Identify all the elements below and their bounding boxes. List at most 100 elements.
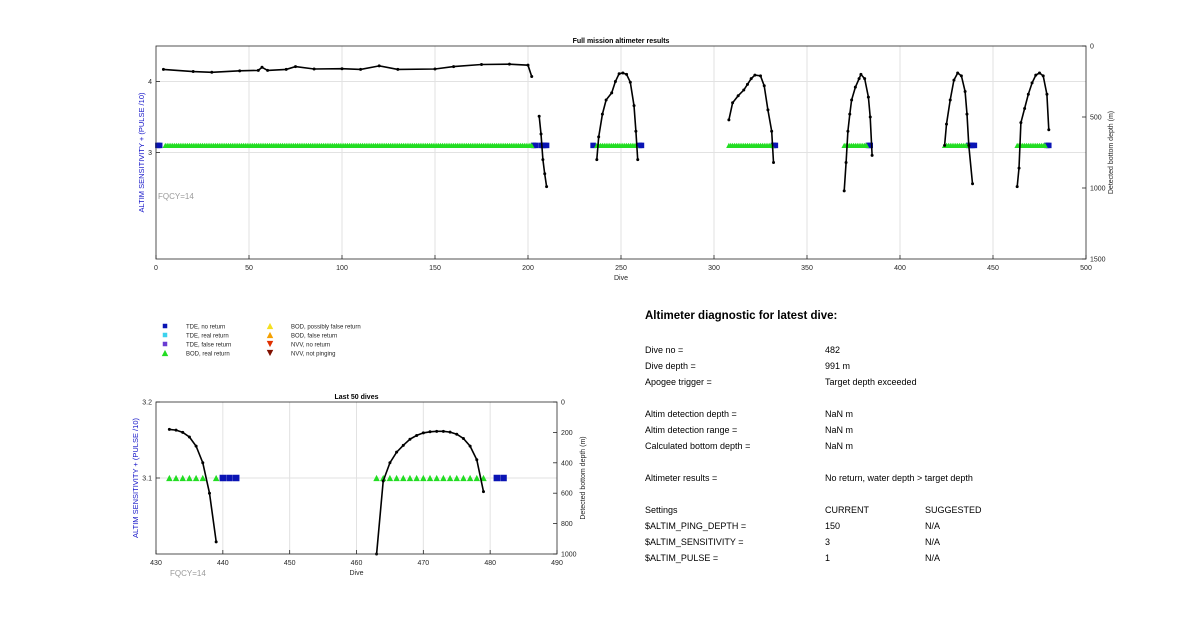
bottom-depth-point [433, 67, 437, 71]
x-tick-label: 100 [336, 265, 348, 272]
tde-marker [772, 142, 779, 149]
legend-marker [162, 341, 168, 347]
bottom-depth-line [1016, 72, 1050, 187]
bottom-depth-point [1019, 121, 1023, 125]
diagnostic-row-detection-range: Altim detection range = NaN m [645, 422, 1185, 438]
x-tick-label: 400 [894, 265, 906, 272]
tde-marker [226, 474, 233, 482]
tde-marker [1046, 142, 1052, 149]
bottom-depth-point [617, 72, 621, 76]
bottom-depth-point [736, 94, 740, 98]
bottom-depth-point [610, 91, 614, 95]
x-tick-label: 470 [417, 560, 429, 567]
x-tick-label: 250 [615, 265, 627, 272]
bottom-depth-point [408, 437, 412, 441]
bottom-depth-point [600, 112, 604, 116]
bottom-depth-point [201, 461, 205, 465]
y-tick-label: 3 [148, 150, 152, 157]
legend-label: BOD, possibly false return [291, 325, 361, 331]
tde-marker [156, 142, 163, 149]
bod-marker [863, 142, 870, 149]
x-tick-label: 200 [522, 265, 534, 272]
bottom-depth-point [207, 491, 211, 495]
bod-marker [373, 474, 380, 482]
bottom-depth-point [1045, 92, 1049, 96]
bottom-depth-point [435, 429, 439, 433]
bottom-depth-point [480, 62, 483, 66]
setting-label: $ALTIM_PULSE = [645, 553, 719, 563]
x-tick-label: 500 [1080, 265, 1092, 272]
diagnostic-row-detection-depth: Altim detection depth = NaN m [645, 406, 1185, 422]
bod-marker [433, 474, 440, 482]
setting-label: $ALTIM_PING_DEPTH = [645, 521, 747, 531]
bottom-depth-point [842, 189, 846, 193]
bottom-depth-point [848, 112, 852, 116]
settings-row-sensitivity: $ALTIM_SENSITIVITY = 3 N/A [645, 534, 1185, 550]
bottom-depth-point [866, 95, 870, 99]
bottom-depth-point [266, 68, 270, 72]
bottom-depth-line [943, 71, 974, 184]
y-right-tick-label: 600 [561, 491, 573, 498]
bottom-depth-point [1047, 128, 1051, 132]
tde-marker [493, 474, 501, 482]
bottom-depth-point [753, 73, 757, 77]
bod-marker [406, 474, 414, 482]
legend-label: NVV, no return [291, 343, 330, 349]
bod-marker [212, 474, 220, 482]
y-right-tick-label: 1000 [561, 552, 577, 559]
y-right-tick-label: 1500 [1090, 257, 1106, 264]
bottom-depth-point [604, 98, 608, 102]
bod-marker [426, 474, 434, 482]
settings-header-row: Settings CURRENT SUGGESTED [645, 502, 1185, 518]
legend-label: BOD, false return [291, 334, 337, 340]
bottom-depth-point [1030, 81, 1034, 85]
x-tick-label: 480 [484, 560, 496, 567]
bod-marker [480, 474, 487, 482]
x-tick-label: 450 [987, 265, 999, 272]
bottom-depth-point [340, 67, 344, 71]
bod-marker [179, 474, 186, 482]
tde-marker [543, 142, 550, 149]
chart-title: Full mission altimeter results [573, 38, 670, 45]
y-right-tick-label: 200 [561, 430, 573, 437]
bottom-depth-point [948, 98, 952, 102]
diagnostic-label: Dive no = [645, 345, 684, 355]
bottom-depth-point [863, 77, 867, 81]
bottom-depth-point [1026, 92, 1030, 96]
y-right-tick-label: 1000 [1090, 186, 1106, 193]
bottom-depth-point [759, 74, 762, 78]
setting-current: 150 [825, 521, 841, 531]
legend-marker [266, 340, 274, 348]
bottom-depth-point [388, 461, 392, 465]
x-tick-label: 490 [551, 560, 563, 567]
legend-marker [266, 331, 274, 339]
setting-suggested: N/A [925, 553, 941, 563]
bod-marker [466, 474, 474, 482]
bottom-depth-point [210, 70, 214, 74]
bod-marker [386, 474, 394, 482]
bod-marker [420, 474, 427, 482]
setting-suggested: N/A [925, 521, 941, 531]
bottom-depth-point [539, 132, 543, 136]
tde-marker [971, 142, 978, 149]
legend-marker [266, 349, 274, 357]
setting-label: $ALTIM_SENSITIVITY = [645, 537, 744, 547]
bod-marker [453, 474, 460, 482]
bod-marker [1042, 142, 1048, 149]
setting-current: 3 [825, 537, 831, 547]
bod-marker [166, 474, 173, 482]
bottom-depth-point [167, 427, 171, 431]
legend-label: BOD, real return [186, 352, 230, 358]
legend-marker [162, 323, 168, 329]
bottom-depth-point [772, 160, 776, 164]
bottom-depth-point [461, 436, 465, 440]
bottom-depth-point [595, 158, 599, 162]
bottom-depth-point [377, 64, 381, 68]
bod-marker [473, 474, 481, 482]
bottom-depth-point [455, 432, 459, 436]
full-mission-chart: 0 50 100 150 200 250 300 350 400 450 500 3 4 0 500 1000… [137, 38, 1115, 282]
bottom-depth-point [846, 129, 850, 133]
bottom-depth-point [859, 72, 863, 76]
bottom-depth-point [415, 433, 419, 437]
